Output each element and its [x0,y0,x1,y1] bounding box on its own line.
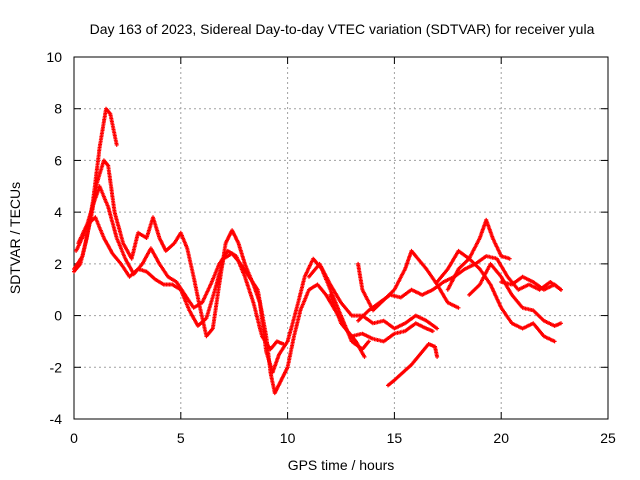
grid-lines [74,57,608,419]
data-point [552,339,557,344]
plot-frame [73,56,609,420]
data-point [281,342,286,346]
chart-title: Day 163 of 2023, Sidereal Day-to-day VTE… [90,21,595,37]
series-track-13 [499,274,563,292]
x-tick-label: 20 [493,430,509,446]
y-tick-label: 0 [54,308,62,324]
series-track-9 [386,342,440,388]
data-point [507,256,512,261]
data-point [456,305,461,310]
series-track-6 [328,292,435,344]
series-track-8 [356,254,563,323]
data-point [362,354,367,359]
y-tick-label: -4 [50,411,63,427]
y-axis-label: SDTVAR / TECUs [7,182,23,294]
data-point [430,329,435,334]
y-tick-label: 8 [54,101,62,117]
x-tick-label: 25 [600,430,616,446]
data-point [366,339,371,344]
data-points [72,106,563,396]
x-tick-label: 15 [387,430,403,446]
x-tick-label: 0 [70,430,78,446]
data-point [114,142,119,147]
series-track-11 [445,256,557,344]
x-axis-label: GPS time / hours [288,457,395,473]
y-tick-label: 2 [54,256,62,272]
x-tick-label: 5 [177,430,185,446]
y-tick-label: -2 [50,359,63,375]
data-point [435,354,440,359]
y-tick-label: 10 [46,49,62,65]
axis-ticks: 0 5 10 15 20 25 -4 -2 0 2 4 6 8 10 [46,49,616,446]
series-track-3 [74,184,286,352]
data-point [559,287,563,292]
data-point [559,321,563,326]
y-tick-label: 6 [54,152,62,168]
series-track-12 [467,261,563,328]
series-track-10 [435,217,512,284]
x-tick-label: 10 [280,430,296,446]
data-point [435,326,440,331]
y-tick-label: 4 [54,204,62,220]
